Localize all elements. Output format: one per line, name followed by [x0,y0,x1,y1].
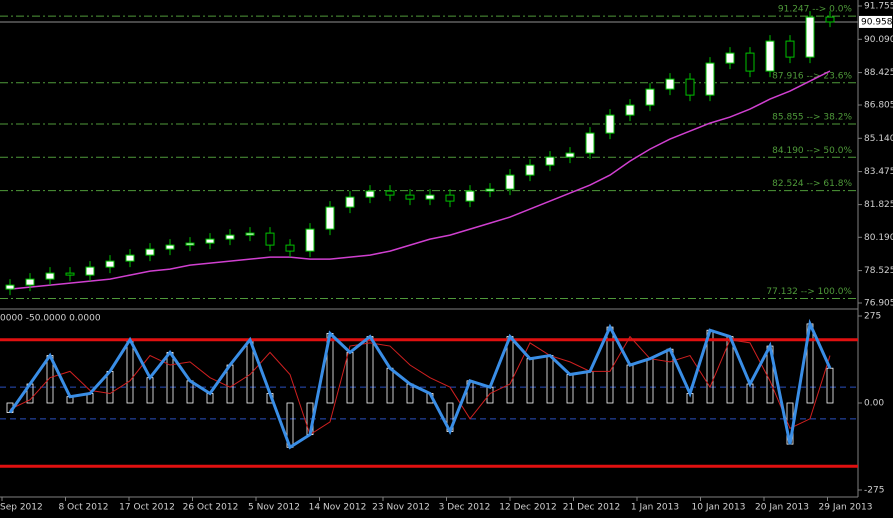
moving-average [9,70,831,290]
candle-body [65,272,75,276]
candle-body [85,266,95,276]
y-tick-label: 76.905 [864,299,893,309]
y-tick-label: -275 [864,486,884,496]
candle-body [225,234,235,240]
x-tick-label: 29 Jan 2013 [819,503,873,513]
candle-body [705,62,715,96]
candle-body [345,196,355,208]
candle-body [785,40,795,58]
y-tick-label: 80.190 [864,233,893,243]
candle-body [205,238,215,244]
candle-body [25,278,35,286]
x-tick-label: 10 Jan 2013 [692,503,746,513]
y-tick-label: 86.805 [864,101,893,111]
x-tick-label: 5 Nov 2012 [248,503,300,513]
y-tick-label: 91.755 [864,2,893,12]
y-tick-label: 85.140 [864,134,893,144]
candle-body [565,152,575,158]
oscillator-signal-line [9,335,831,436]
candle-body [365,190,375,198]
candle-body [405,194,415,200]
candle-body [425,194,435,200]
candle-body [465,190,475,202]
y-tick-label: 275 [864,312,881,322]
candle-body [5,284,15,290]
candle-body [685,78,695,96]
x-tick-label: 1 Jan 2013 [631,503,679,513]
candle-body [605,114,615,134]
candle-body [45,272,55,280]
candle-body [165,244,175,250]
candle-body [105,260,115,268]
candle-body [665,78,675,90]
candle-body [745,52,755,72]
candle-body [645,88,655,106]
candle-body [265,232,275,246]
x-tick-label: 20 Jan 2013 [755,503,809,513]
candle-body [765,40,775,72]
candle-body [485,188,495,192]
candle-body [325,206,335,230]
fib-label: 87.916 --> 23.6% [772,71,852,81]
candle-body [525,164,535,176]
last-price-label: 90.958 [861,17,893,27]
candle-body [805,16,815,58]
candle-body [145,248,155,256]
y-tick-label: 88.425 [864,68,893,78]
fib-label: 77.132 --> 100.0% [766,287,852,297]
oscillator-header: 0000 -50.0000 0.0000 [0,314,101,324]
x-tick-label: 8 Oct 2012 [59,503,109,513]
oscillator-main-line [8,318,832,450]
x-tick-label: Sep 2012 [0,503,43,513]
fib-label: 91.247 --> 0.0% [778,5,853,15]
candle-body [505,174,515,190]
candle-body [625,104,635,116]
candle-body [825,16,835,23]
candle-body [285,244,295,252]
candle-body [545,156,555,166]
fib-label: 85.855 --> 38.2% [772,113,852,123]
x-tick-label: 23 Nov 2012 [372,503,430,513]
candle-body [245,232,255,236]
y-tick-label: 83.475 [864,167,893,177]
x-tick-label: 14 Nov 2012 [309,503,367,513]
y-tick-label: 90.090 [864,35,893,45]
candle-body [305,228,315,252]
candle-body [125,254,135,262]
x-tick-label: 3 Dec 2012 [439,503,491,513]
last-price-box [859,15,892,28]
y-tick-label: 81.825 [864,200,893,210]
candle-body [185,242,195,246]
fib-label: 84.190 --> 50.0% [772,146,852,156]
candle-body [725,52,735,64]
candle-body [385,190,395,196]
candle-body [585,132,595,154]
y-tick-label: 0.00 [864,399,884,409]
x-tick-label: 17 Oct 2012 [119,503,175,513]
y-tick-label: 78.525 [864,266,893,276]
x-tick-label: 12 Dec 2012 [499,503,557,513]
x-tick-label: 21 Dec 2012 [563,503,621,513]
candle-body [445,194,455,202]
x-tick-label: 26 Oct 2012 [183,503,239,513]
fib-label: 82.524 --> 61.8% [772,179,852,189]
